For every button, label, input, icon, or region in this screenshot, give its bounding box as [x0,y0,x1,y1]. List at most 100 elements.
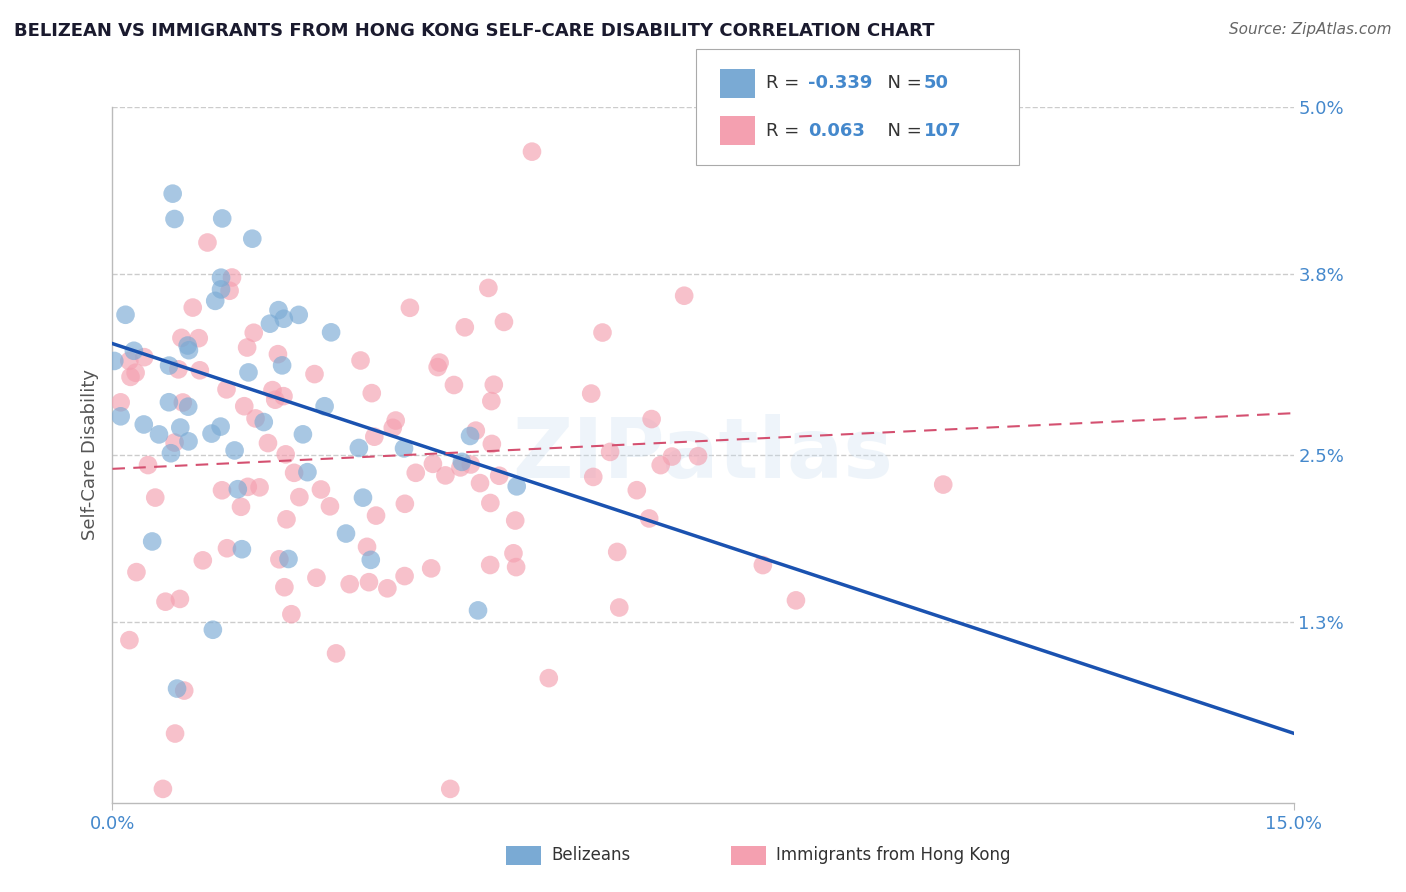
Point [211,211,233,226]
Point [482,377,505,392]
Text: R =: R = [766,75,806,93]
Point [162,186,184,201]
Text: 0.063: 0.063 [808,121,865,139]
Point [280,607,302,622]
Text: Source: ZipAtlas.com: Source: ZipAtlas.com [1229,22,1392,37]
Point [582,470,605,484]
Point [460,458,482,472]
Point [405,466,427,480]
Point [253,415,276,429]
Text: N =: N = [876,75,928,93]
Point [257,436,280,450]
Point [488,468,510,483]
Point [932,477,955,491]
Point [233,399,256,413]
Point [335,526,357,541]
Point [319,500,342,514]
Point [264,392,287,407]
Point [661,450,683,464]
Text: 107: 107 [924,121,962,139]
Point [291,427,314,442]
Point [191,553,214,567]
Point [319,326,342,340]
Point [201,623,224,637]
Point [492,315,515,329]
Point [451,455,474,469]
Point [520,145,543,159]
Point [339,577,361,591]
Point [287,308,309,322]
Point [204,293,226,308]
Point [238,366,260,380]
Point [349,353,371,368]
Point [262,383,284,397]
Point [245,411,267,425]
Point [177,343,200,358]
Point [155,595,177,609]
Point [276,512,298,526]
Point [215,383,238,397]
Point [439,781,461,796]
Point [454,320,477,334]
Point [188,363,211,377]
Y-axis label: Self-Care Disability: Self-Care Disability [80,369,98,541]
Point [148,427,170,442]
Point [309,483,332,497]
Point [638,511,661,525]
Point [325,646,347,660]
Point [110,395,132,409]
Point [429,355,451,369]
Point [271,359,294,373]
Point [103,354,125,368]
Point [363,430,385,444]
Point [579,386,602,401]
Point [197,235,219,250]
Point [110,409,132,424]
Point [443,378,465,392]
Point [673,289,696,303]
Point [141,534,163,549]
Point [173,683,195,698]
Point [211,483,233,498]
Point [477,281,499,295]
Text: -0.339: -0.339 [808,75,873,93]
Point [181,301,204,315]
Point [599,445,621,459]
Point [360,553,382,567]
Point [304,367,326,381]
Point [132,417,155,432]
Point [236,341,259,355]
Point [467,603,489,617]
Point [607,600,630,615]
Point [592,326,614,340]
Point [479,496,502,510]
Point [347,441,370,455]
Point [381,421,404,435]
Point [209,270,232,285]
Point [537,671,560,685]
Point [468,476,491,491]
Point [288,490,311,504]
Point [273,580,295,594]
Point [118,354,141,368]
Point [277,552,299,566]
Point [305,571,328,585]
Point [377,582,399,596]
Point [224,443,246,458]
Point [356,540,378,554]
Point [134,350,156,364]
Point [177,434,200,449]
Point [163,435,186,450]
Point [236,480,259,494]
Text: ZIPatlas: ZIPatlas [513,415,893,495]
Point [274,447,297,461]
Point [506,479,529,493]
Point [200,426,222,441]
Point [785,593,807,607]
Point [364,508,387,523]
Point [165,726,187,740]
Point [283,466,305,480]
Point [479,394,502,409]
Point [124,366,146,380]
Point [120,370,142,384]
